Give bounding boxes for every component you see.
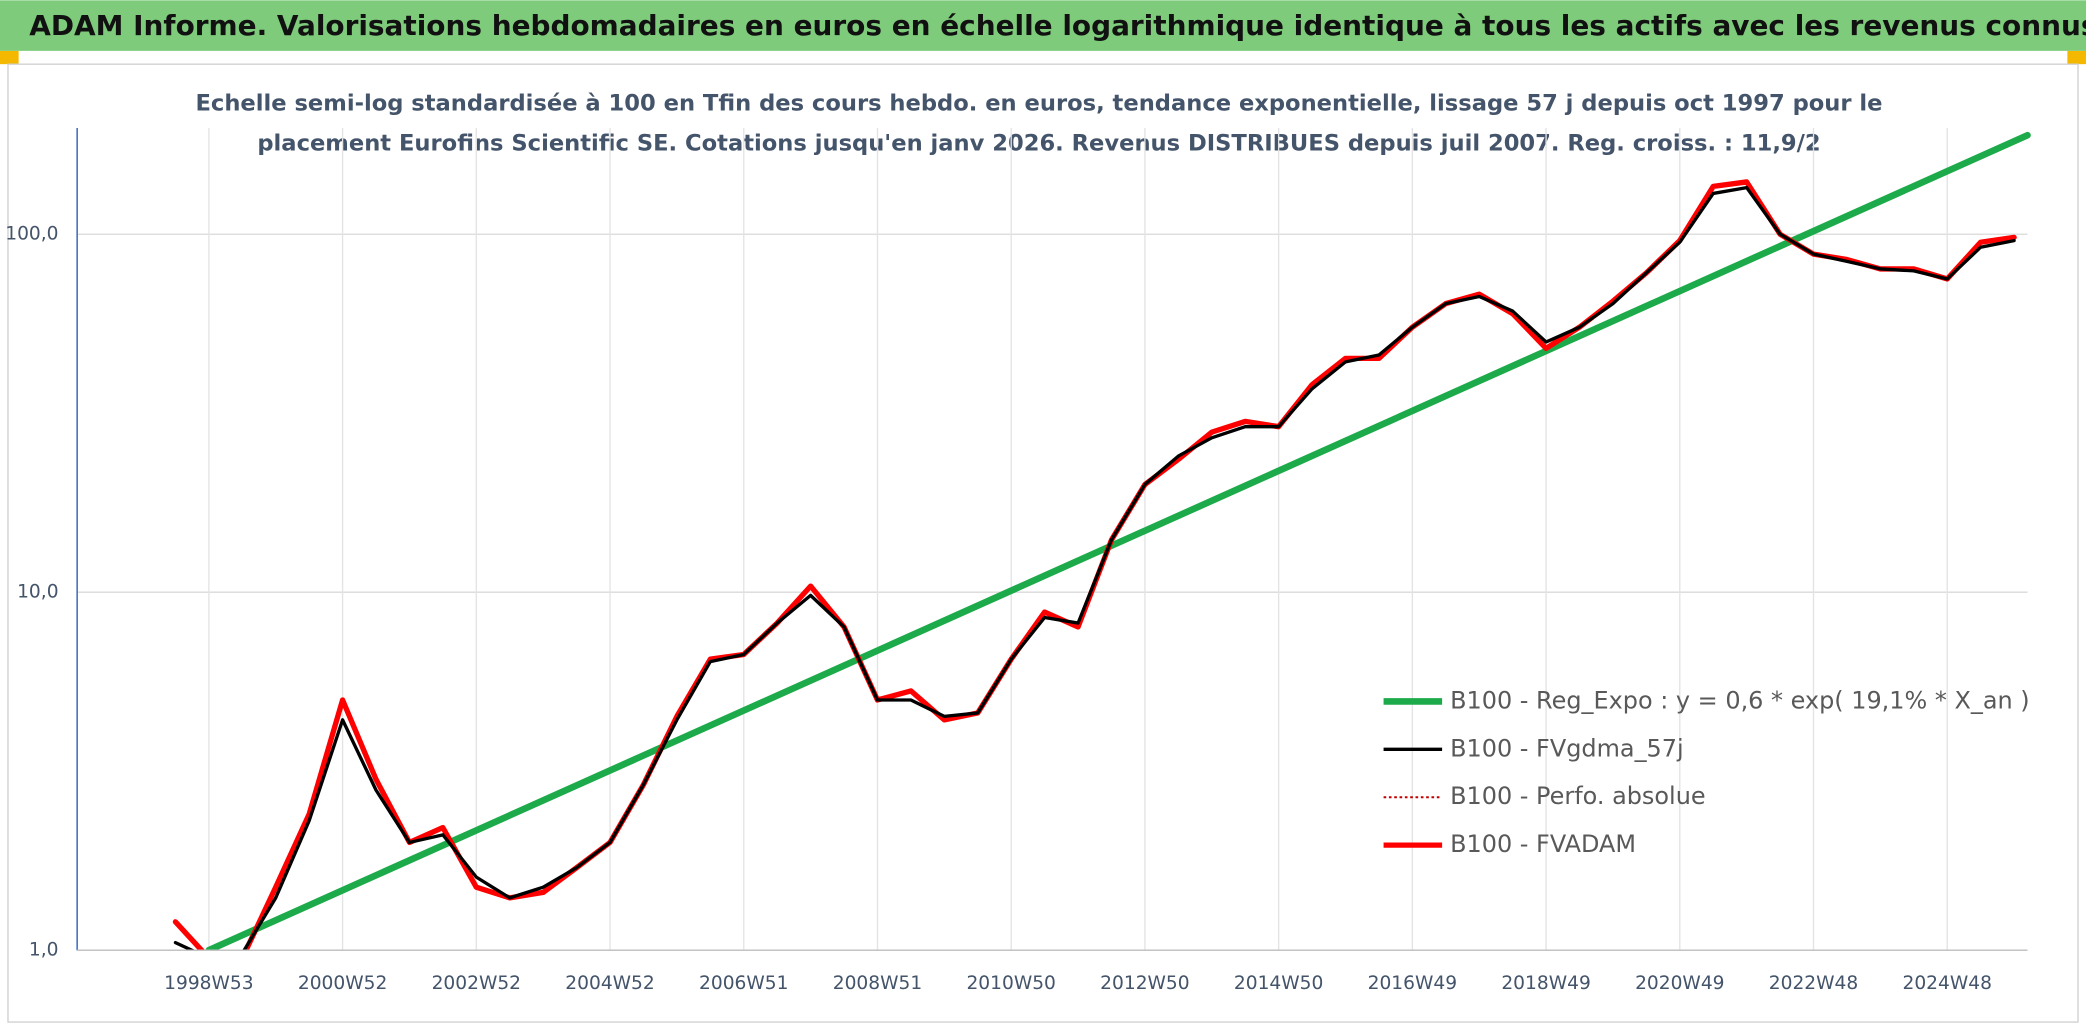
x-tick-label: 2012W50 [1100,973,1189,994]
legend-label: B100 - FVADAM [1450,830,1636,858]
x-tick-label: 2010W50 [966,973,1055,994]
plot-area [172,131,2031,951]
legend-label: B100 - FVgdma_57j [1450,734,1684,762]
y-tick-label: 1,0 [29,940,59,961]
x-tick-label: 2020W49 [1635,973,1724,994]
x-tick-label: 2002W52 [432,973,521,994]
x-tick-label: 2018W49 [1501,973,1590,994]
grid [77,128,2028,951]
x-tick-label: 1998W53 [164,973,253,994]
x-tick-label: 2000W52 [298,973,387,994]
x-tick-label: 2004W52 [565,973,654,994]
chart-title: placement Eurofins Scientific SE. Cotati… [257,131,1820,157]
y-tick-label: 100,0 [5,224,58,245]
x-tick-label: 2016W49 [1368,973,1457,994]
chart-frame [7,63,2079,1023]
chart-title: Echelle semi-log standardisée à 100 en T… [195,91,1882,117]
header-band [0,0,2086,51]
x-tick-label: 2022W48 [1769,973,1858,994]
x-tick-label: 2006W51 [699,973,788,994]
legend: B100 - Reg_Expo : y = 0,6 * exp( 19,1% *… [1383,686,2030,858]
x-tick-label: 2014W50 [1234,973,1323,994]
axes: 1,0 10,0 100,0 1998W53 2000W52 2002W52 2004W52… [5,128,2028,994]
series-line [173,185,2016,951]
y-tick-label: 10,0 [17,582,58,603]
corner [0,50,19,65]
page-title: ADAM Informe. Valorisations hebdomadaire… [29,9,2086,42]
x-tick-label: 2024W48 [1903,973,1992,994]
series-line [205,131,2031,951]
legend-label: B100 - Reg_Expo : y = 0,6 * exp( 19,1% *… [1450,686,2030,714]
corner [2067,50,2086,65]
x-tick-label: 2008W51 [833,973,922,994]
legend-label: B100 - Perfo. absolue [1450,782,1706,810]
